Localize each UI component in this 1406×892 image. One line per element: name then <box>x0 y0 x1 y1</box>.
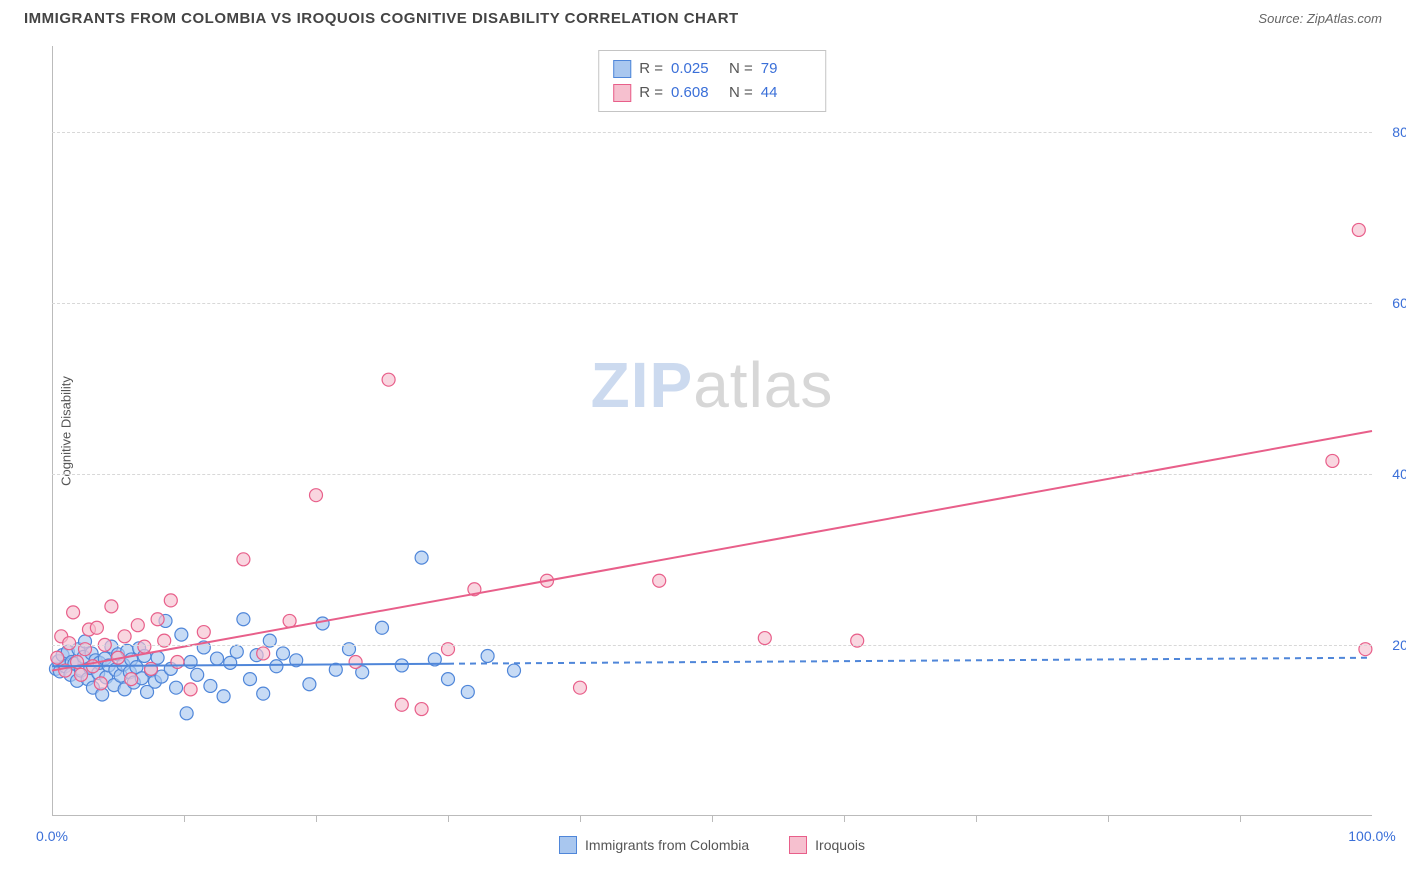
scatter-point <box>175 628 188 641</box>
scatter-point <box>164 594 177 607</box>
scatter-point <box>125 673 138 686</box>
scatter-point <box>303 678 316 691</box>
scatter-point <box>442 673 455 686</box>
chart-header: IMMIGRANTS FROM COLOMBIA VS IROQUOIS COG… <box>0 0 1406 33</box>
x-tick <box>1108 816 1109 822</box>
chart-area: Cognitive Disability ZIPatlas R = 0.025 … <box>52 46 1372 816</box>
x-tick <box>580 816 581 822</box>
legend-swatch-b <box>789 836 807 854</box>
x-tick <box>976 816 977 822</box>
scatter-point <box>415 703 428 716</box>
scatter-point <box>257 647 270 660</box>
x-tick <box>316 816 317 822</box>
y-tick-label: 80.0% <box>1392 124 1406 140</box>
scatter-point <box>184 656 197 669</box>
scatter-point <box>277 647 290 660</box>
scatter-point <box>63 637 76 650</box>
scatter-point <box>217 690 230 703</box>
scatter-point <box>1352 223 1365 236</box>
scatter-point <box>270 660 283 673</box>
stats-row-b: R = 0.608 N = 44 <box>613 81 811 105</box>
scatter-point <box>758 632 771 645</box>
scatter-point <box>382 373 395 386</box>
scatter-point <box>316 617 329 630</box>
x-tick-label: 0.0% <box>36 828 68 844</box>
scatter-point <box>237 553 250 566</box>
x-tick <box>1240 816 1241 822</box>
y-tick-label: 60.0% <box>1392 295 1406 311</box>
scatter-point <box>51 651 64 664</box>
trend-line <box>52 431 1372 671</box>
scatter-point <box>395 659 408 672</box>
scatter-point <box>105 600 118 613</box>
scatter-point <box>653 574 666 587</box>
scatter-point <box>171 656 184 669</box>
plot-region: ZIPatlas R = 0.025 N = 79 R = 0.608 N = … <box>52 46 1372 816</box>
grid-line <box>52 474 1372 475</box>
scatter-point <box>310 489 323 502</box>
scatter-point <box>349 656 362 669</box>
bottom-legend: Immigrants from Colombia Iroquois <box>52 836 1372 854</box>
scatter-point <box>75 668 88 681</box>
scatter-point <box>180 707 193 720</box>
stats-row-a: R = 0.025 N = 79 <box>613 57 811 81</box>
scatter-point <box>145 662 158 675</box>
x-tick <box>844 816 845 822</box>
legend-item-a: Immigrants from Colombia <box>559 836 749 854</box>
grid-line <box>52 303 1372 304</box>
scatter-point <box>170 681 183 694</box>
scatter-point <box>574 681 587 694</box>
trend-line <box>448 658 1372 664</box>
scatter-point <box>67 606 80 619</box>
scatter-point <box>257 687 270 700</box>
scatter-point <box>481 650 494 663</box>
scatter-point <box>94 677 107 690</box>
y-tick-label: 40.0% <box>1392 466 1406 482</box>
x-tick <box>712 816 713 822</box>
scatter-point <box>376 621 389 634</box>
scatter-point <box>90 621 103 634</box>
legend-label-b: Iroquois <box>815 837 865 853</box>
scatter-point <box>118 630 131 643</box>
legend-label-a: Immigrants from Colombia <box>585 837 749 853</box>
scatter-point <box>1326 454 1339 467</box>
scatter-point <box>184 683 197 696</box>
scatter-point <box>197 626 210 639</box>
scatter-point <box>283 614 296 627</box>
legend-swatch-a <box>559 836 577 854</box>
swatch-series-a <box>613 60 631 78</box>
x-tick-label: 100.0% <box>1348 828 1395 844</box>
scatter-point <box>131 619 144 632</box>
chart-source: Source: ZipAtlas.com <box>1258 11 1382 26</box>
x-tick <box>448 816 449 822</box>
scatter-point <box>211 652 224 665</box>
scatter-point <box>237 613 250 626</box>
scatter-point <box>395 698 408 711</box>
grid-line <box>52 645 1372 646</box>
x-tick <box>184 816 185 822</box>
scatter-point <box>244 673 257 686</box>
scatter-point <box>415 551 428 564</box>
grid-line <box>52 132 1372 133</box>
scatter-point <box>508 664 521 677</box>
scatter-point <box>191 668 204 681</box>
chart-title: IMMIGRANTS FROM COLOMBIA VS IROQUOIS COG… <box>24 10 739 27</box>
scatter-point <box>204 679 217 692</box>
scatter-point <box>230 645 243 658</box>
scatter-point <box>461 685 474 698</box>
scatter-point <box>138 640 151 653</box>
stats-box: R = 0.025 N = 79 R = 0.608 N = 44 <box>598 50 826 112</box>
scatter-point <box>151 613 164 626</box>
legend-item-b: Iroquois <box>789 836 865 854</box>
y-tick-label: 20.0% <box>1392 637 1406 653</box>
swatch-series-b <box>613 84 631 102</box>
plot-svg <box>52 46 1372 816</box>
